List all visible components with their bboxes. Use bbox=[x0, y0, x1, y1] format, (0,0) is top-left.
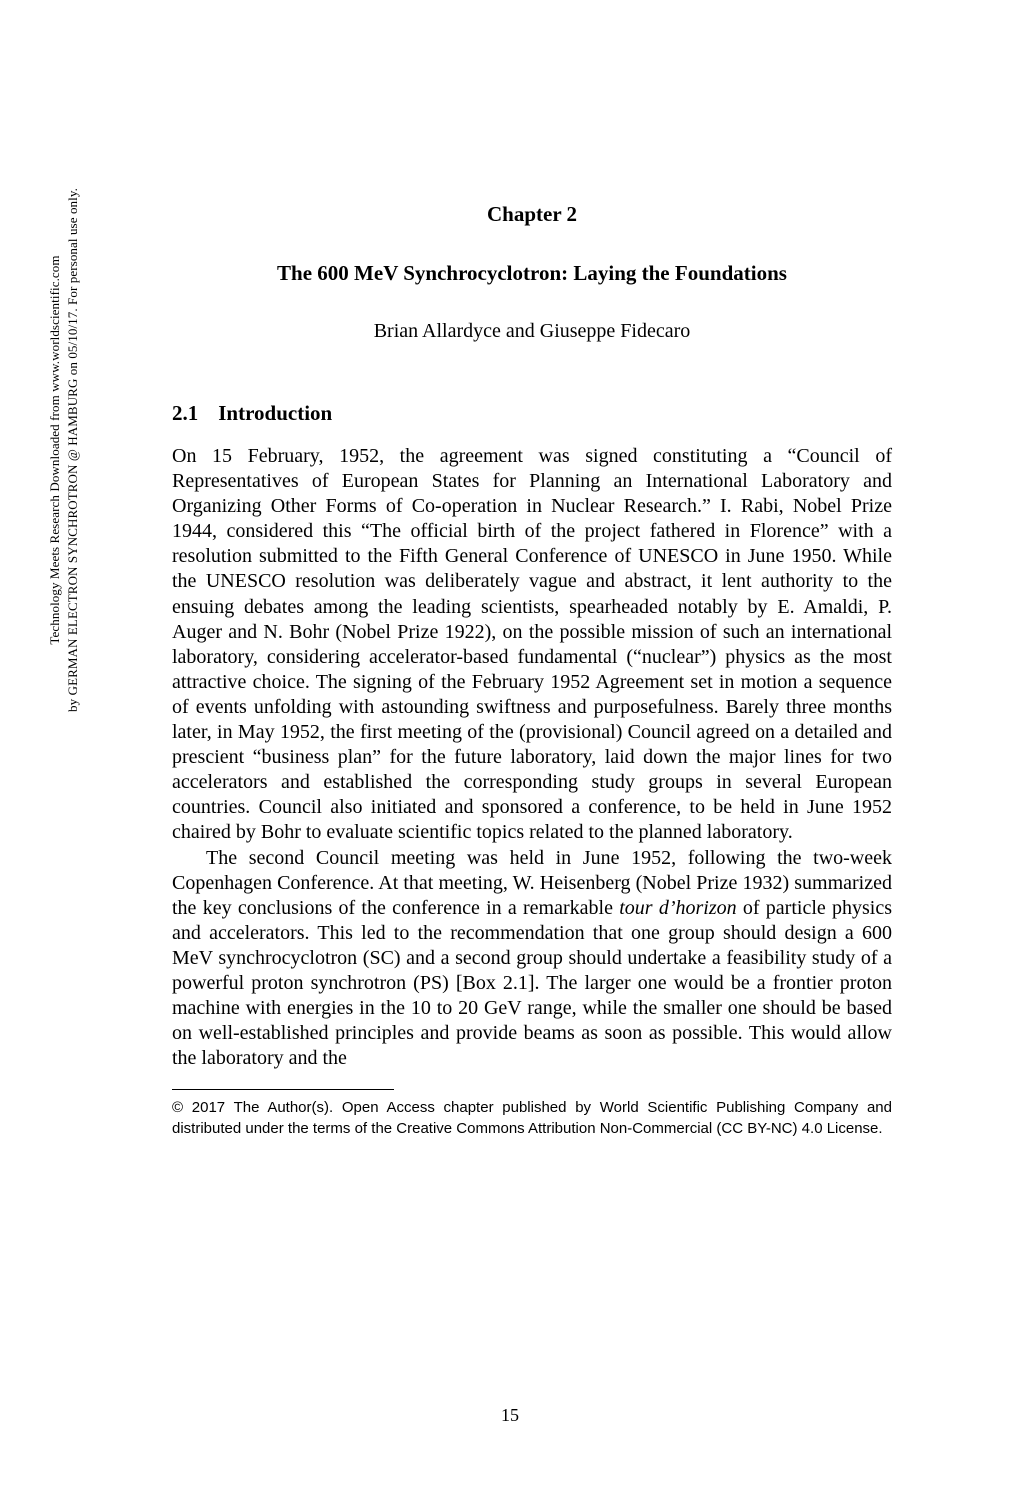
download-attribution-sidebar: Technology Meets Research Downloaded fro… bbox=[46, 170, 81, 730]
footnote-rule bbox=[172, 1089, 394, 1090]
section-title: Introduction bbox=[218, 401, 332, 425]
copyright-footnote: © 2017 The Author(s). Open Access chapte… bbox=[172, 1098, 892, 1139]
chapter-label: Chapter 2 bbox=[172, 202, 892, 227]
paragraph-2-italic: tour d’horizon bbox=[619, 897, 736, 919]
chapter-authors: Brian Allardyce and Giuseppe Fidecaro bbox=[172, 320, 892, 343]
paragraph-2: The second Council meeting was held in J… bbox=[172, 846, 892, 1072]
page-content: Chapter 2 The 600 MeV Synchrocyclotron: … bbox=[172, 202, 892, 1139]
section-number: 2.1 bbox=[172, 401, 198, 426]
paragraph-2-part-b: of particle physics and accelerators. Th… bbox=[172, 897, 892, 1070]
chapter-title: The 600 MeV Synchrocyclotron: Laying the… bbox=[172, 261, 892, 286]
sidebar-line-1: Technology Meets Research Downloaded fro… bbox=[47, 255, 62, 644]
page-number: 15 bbox=[0, 1405, 1020, 1426]
sidebar-line-2: by GERMAN ELECTRON SYNCHROTRON @ HAMBURG… bbox=[65, 188, 80, 712]
section-heading: 2.1 Introduction bbox=[172, 401, 892, 426]
paragraph-1: On 15 February, 1952, the agreement was … bbox=[172, 444, 892, 846]
